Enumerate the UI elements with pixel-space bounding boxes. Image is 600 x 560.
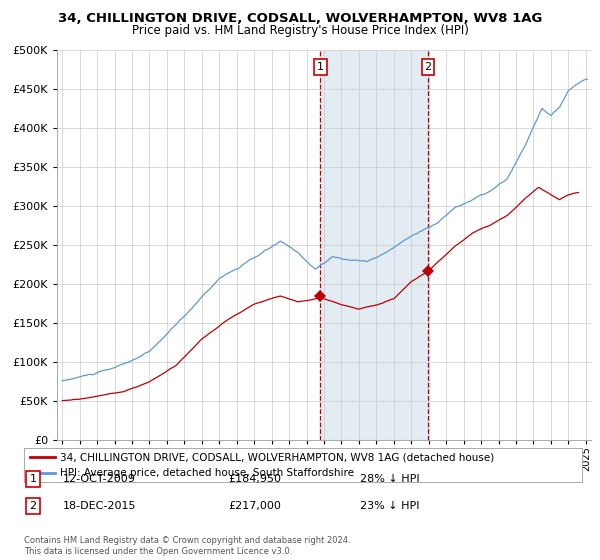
Text: 12-OCT-2009: 12-OCT-2009 (63, 474, 136, 484)
Text: HPI: Average price, detached house, South Staffordshire: HPI: Average price, detached house, Sout… (60, 468, 354, 478)
Text: 23% ↓ HPI: 23% ↓ HPI (360, 501, 419, 511)
Text: Price paid vs. HM Land Registry's House Price Index (HPI): Price paid vs. HM Land Registry's House … (131, 24, 469, 36)
Text: 34, CHILLINGTON DRIVE, CODSALL, WOLVERHAMPTON, WV8 1AG (detached house): 34, CHILLINGTON DRIVE, CODSALL, WOLVERHA… (60, 452, 494, 463)
Text: 2: 2 (29, 501, 37, 511)
Text: 1: 1 (29, 474, 37, 484)
Text: 34, CHILLINGTON DRIVE, CODSALL, WOLVERHAMPTON, WV8 1AG: 34, CHILLINGTON DRIVE, CODSALL, WOLVERHA… (58, 12, 542, 25)
Text: 28% ↓ HPI: 28% ↓ HPI (360, 474, 419, 484)
Text: 2: 2 (424, 62, 431, 72)
Bar (320, 50, 428, 440)
Text: £184,950: £184,950 (228, 474, 281, 484)
Text: £217,000: £217,000 (228, 501, 281, 511)
Text: 18-DEC-2015: 18-DEC-2015 (63, 501, 137, 511)
Text: Contains HM Land Registry data © Crown copyright and database right 2024.
This d: Contains HM Land Registry data © Crown c… (24, 536, 350, 556)
Text: 1: 1 (317, 62, 324, 72)
